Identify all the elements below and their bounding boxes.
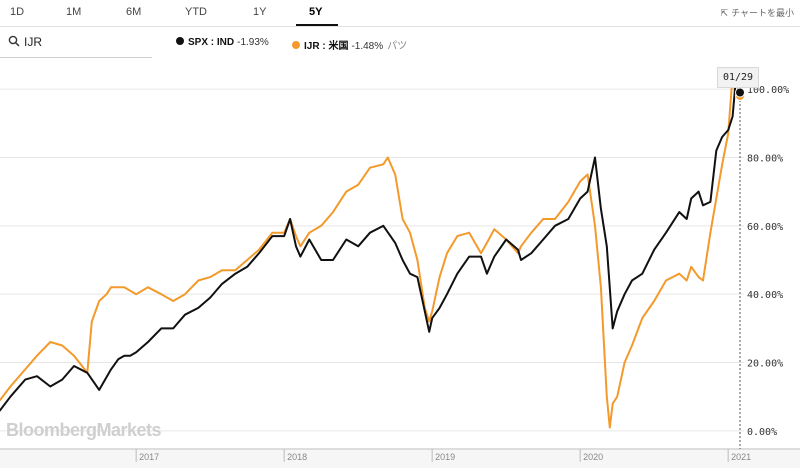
y-tick-label: 80.00% <box>747 153 783 164</box>
x-tick-label: 2020 <box>583 452 603 462</box>
y-tick-label: 60.00% <box>747 222 783 233</box>
legend-item-ijr[interactable]: IJR : 米国 -1.48% パツ <box>292 37 407 52</box>
tab-6m[interactable]: 6M <box>126 6 142 18</box>
search-input[interactable]: IJR <box>0 27 152 58</box>
search-legend-row: IJR SPX : IND -1.93% IJR : 米国 -1.48% パツ <box>0 27 800 59</box>
search-icon <box>8 35 20 47</box>
legend-symbol: IJR : 米国 <box>304 41 349 52</box>
x-tick-label: 2021 <box>731 452 751 462</box>
minimize-chart-button[interactable]: ⇱ チャートを最小 <box>721 6 794 19</box>
y-tick-label: 40.00% <box>747 290 783 301</box>
cursor-date-label: 01/29 <box>717 67 759 88</box>
range-tab-bar: 1D 1M 6M YTD 1Y 5Y ⇱ チャートを最小 <box>0 0 800 27</box>
y-tick-label: 100.00% <box>747 85 789 96</box>
tab-ytd[interactable]: YTD <box>185 6 207 18</box>
x-tick-label: 2017 <box>139 452 159 462</box>
x-tick-label: 2019 <box>435 452 455 462</box>
legend-swatch-spx <box>176 37 184 45</box>
bloomberg-watermark: BloombergMarkets <box>6 420 162 440</box>
x-axis-band <box>0 450 800 468</box>
search-query: IJR <box>24 35 42 49</box>
series-line-ijr <box>0 74 741 429</box>
legend-change: -1.48% <box>351 41 384 52</box>
legend-change: -1.93% <box>237 37 269 48</box>
tab-1m[interactable]: 1M <box>66 6 82 18</box>
series-line-spx <box>0 81 741 412</box>
x-tick-label: 2018 <box>287 452 307 462</box>
y-tick-label: 0.00% <box>747 427 777 438</box>
tab-1y[interactable]: 1Y <box>253 6 267 18</box>
legend-swatch-ijr <box>292 41 300 49</box>
legend-symbol: SPX : IND <box>188 37 235 48</box>
minimize-chart-label: チャートを最小 <box>731 8 794 18</box>
legend-item-spx[interactable]: SPX : IND -1.93% <box>176 37 269 48</box>
series-endpoint-spx <box>735 87 745 98</box>
tab-1d[interactable]: 1D <box>10 6 25 18</box>
active-tab-indicator <box>296 24 338 26</box>
y-tick-label: 20.00% <box>747 359 783 370</box>
legend-note: パツ <box>387 41 408 52</box>
tab-5y[interactable]: 5Y <box>309 6 323 18</box>
collapse-arrows-icon: ⇱ <box>720 8 729 18</box>
